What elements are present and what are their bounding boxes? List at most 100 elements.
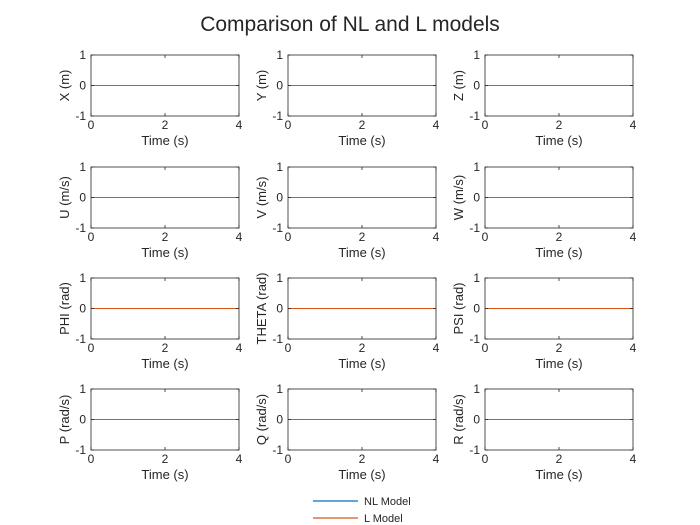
- x-tick-label: 0: [88, 341, 95, 355]
- y-tick-label: 0: [473, 302, 480, 316]
- y-tick-label: 1: [79, 382, 86, 396]
- y-tick-label: 0: [473, 191, 480, 205]
- y-tick-label: 1: [79, 271, 86, 285]
- y-tick-label: 1: [276, 160, 283, 174]
- x-tick-label: 0: [482, 341, 489, 355]
- y-tick-label: -1: [75, 332, 86, 346]
- x-tick-label: 4: [236, 118, 243, 132]
- y-tick-label: -1: [272, 332, 283, 346]
- x-axis-label: Time (s): [535, 133, 582, 148]
- y-tick-label: 1: [276, 48, 283, 62]
- x-tick-label: 2: [359, 452, 366, 466]
- y-tick-label: 0: [79, 79, 86, 93]
- x-tick-label: 4: [630, 341, 637, 355]
- x-tick-label: 2: [359, 341, 366, 355]
- y-tick-label: 0: [79, 413, 86, 427]
- x-axis-label: Time (s): [141, 245, 188, 260]
- legend-box: [309, 493, 441, 525]
- legend-label-l: L Model: [364, 513, 403, 525]
- y-tick-label: 1: [79, 160, 86, 174]
- x-tick-label: 4: [630, 230, 637, 244]
- x-tick-label: 2: [162, 341, 169, 355]
- y-tick-label: -1: [469, 332, 480, 346]
- y-tick-label: -1: [75, 221, 86, 235]
- x-tick-label: 4: [433, 230, 440, 244]
- x-axis-label: Time (s): [535, 467, 582, 482]
- y-tick-label: 1: [473, 48, 480, 62]
- y-axis-label: Y (m): [254, 70, 269, 102]
- x-tick-label: 2: [556, 118, 563, 132]
- x-tick-label: 4: [433, 341, 440, 355]
- y-axis-label: Z (m): [451, 70, 466, 101]
- x-axis-label: Time (s): [338, 133, 385, 148]
- y-tick-label: -1: [272, 109, 283, 123]
- y-tick-label: -1: [272, 221, 283, 235]
- x-tick-label: 2: [556, 341, 563, 355]
- x-tick-label: 2: [359, 118, 366, 132]
- x-tick-label: 4: [433, 452, 440, 466]
- x-tick-label: 4: [433, 118, 440, 132]
- x-tick-label: 0: [285, 230, 292, 244]
- x-tick-label: 4: [236, 230, 243, 244]
- legend: NL Model L Model: [309, 493, 441, 525]
- y-tick-label: -1: [469, 221, 480, 235]
- x-axis-label: Time (s): [535, 356, 582, 371]
- x-tick-label: 0: [482, 452, 489, 466]
- y-axis-label: V (m/s): [254, 177, 269, 219]
- y-tick-label: 0: [276, 413, 283, 427]
- y-tick-label: -1: [75, 109, 86, 123]
- x-tick-label: 0: [285, 341, 292, 355]
- y-tick-label: 0: [276, 191, 283, 205]
- x-tick-label: 0: [88, 230, 95, 244]
- y-tick-label: 0: [473, 413, 480, 427]
- y-tick-label: 1: [276, 382, 283, 396]
- y-tick-label: -1: [75, 443, 86, 457]
- y-axis-label: Q (rad/s): [254, 394, 269, 445]
- y-axis-label: W (m/s): [451, 175, 466, 220]
- x-axis-label: Time (s): [338, 245, 385, 260]
- y-axis-label: P (rad/s): [57, 395, 72, 445]
- y-tick-label: -1: [469, 109, 480, 123]
- x-tick-label: 2: [359, 230, 366, 244]
- x-tick-label: 0: [285, 452, 292, 466]
- x-axis-label: Time (s): [141, 467, 188, 482]
- y-tick-label: 0: [276, 302, 283, 316]
- x-axis-label: Time (s): [338, 467, 385, 482]
- x-tick-label: 2: [556, 452, 563, 466]
- y-tick-label: 1: [473, 271, 480, 285]
- y-axis-label: U (m/s): [57, 176, 72, 219]
- y-tick-label: 0: [79, 302, 86, 316]
- x-tick-label: 2: [162, 118, 169, 132]
- x-tick-label: 0: [88, 118, 95, 132]
- y-tick-label: -1: [469, 443, 480, 457]
- y-axis-label: PSI (rad): [451, 282, 466, 334]
- x-tick-label: 4: [630, 118, 637, 132]
- y-tick-label: 0: [276, 79, 283, 93]
- y-axis-label: X (m): [57, 70, 72, 102]
- y-tick-label: 1: [276, 271, 283, 285]
- x-axis-label: Time (s): [338, 356, 385, 371]
- x-tick-label: 4: [630, 452, 637, 466]
- x-axis-label: Time (s): [141, 356, 188, 371]
- y-axis-label: R (rad/s): [451, 394, 466, 445]
- x-tick-label: 2: [556, 230, 563, 244]
- x-axis-label: Time (s): [535, 245, 582, 260]
- y-tick-label: 1: [473, 160, 480, 174]
- y-tick-label: 0: [473, 79, 480, 93]
- x-tick-label: 0: [285, 118, 292, 132]
- x-tick-label: 0: [482, 118, 489, 132]
